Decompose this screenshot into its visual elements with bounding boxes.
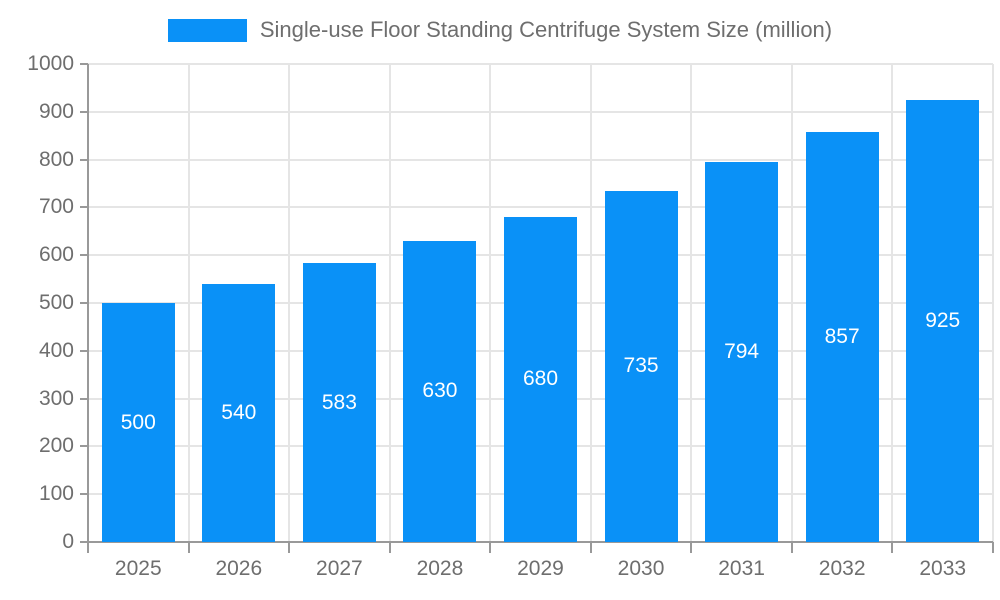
bar-2028[interactable]: 630 <box>403 240 477 542</box>
bar-2033[interactable]: 925 <box>906 99 980 542</box>
gridline-horizontal <box>88 158 993 161</box>
y-axis-line <box>87 64 89 542</box>
gridline-vertical <box>790 64 793 542</box>
y-axis-tick-label: 300 <box>38 386 74 410</box>
x-axis-tick-label: 2026 <box>215 557 263 580</box>
bar-value-label: 735 <box>623 354 659 378</box>
legend-swatch-icon <box>167 18 247 42</box>
y-axis-tick <box>80 63 88 65</box>
bar-2032[interactable]: 857 <box>805 132 879 542</box>
bar-2030[interactable]: 735 <box>604 190 678 542</box>
y-axis-tick <box>80 254 88 257</box>
bar-2029[interactable]: 680 <box>504 216 577 542</box>
legend-label: Single-use Floor Standing Centrifuge Sys… <box>259 17 833 42</box>
x-axis-tick <box>891 542 894 553</box>
bar-value-label: 925 <box>925 308 961 332</box>
x-axis-tick <box>489 542 492 553</box>
y-axis-tick-label: 900 <box>38 99 74 123</box>
bar-value-label: 583 <box>321 390 357 414</box>
x-axis-tick <box>690 542 693 553</box>
x-axis-tick-label: 2033 <box>919 557 967 580</box>
x-axis-tick <box>992 542 994 553</box>
gridline-vertical <box>690 64 693 542</box>
gridline-vertical <box>388 64 391 542</box>
gridline-vertical <box>992 64 994 542</box>
x-axis-tick <box>589 542 592 553</box>
bar-2027[interactable]: 583 <box>302 263 376 542</box>
y-axis-tick <box>80 158 88 161</box>
bar-value-label: 630 <box>422 379 458 403</box>
bar-value-label: 500 <box>120 410 156 434</box>
gridline-vertical <box>589 64 592 542</box>
bar-value-label: 680 <box>522 367 559 391</box>
x-axis-tick-label: 2025 <box>114 557 162 580</box>
gridline-vertical <box>489 64 492 542</box>
x-axis-tick-label: 2028 <box>416 557 464 580</box>
gridline-vertical <box>288 64 291 542</box>
x-axis-tick <box>87 542 89 553</box>
x-axis-tick <box>790 542 793 553</box>
y-axis-tick-label: 700 <box>38 195 74 219</box>
y-axis-tick-label: 1000 <box>27 52 74 75</box>
x-axis-line <box>80 541 993 543</box>
x-axis-tick <box>388 542 391 553</box>
bar-value-label: 857 <box>824 325 860 349</box>
y-axis-tick <box>80 397 88 400</box>
bar-value-label: 794 <box>724 340 760 364</box>
y-axis-tick-label: 500 <box>38 291 74 314</box>
x-axis-tick-label: 2030 <box>617 557 665 580</box>
legend-item[interactable]: Single-use Floor Standing Centrifuge Sys… <box>0 17 1000 43</box>
y-axis-tick <box>80 206 88 209</box>
y-axis-tick-label: 400 <box>38 338 74 362</box>
y-axis-tick <box>80 349 88 352</box>
gridline-horizontal <box>88 63 993 65</box>
x-axis-tick-label: 2032 <box>818 557 866 580</box>
x-axis-tick-label: 2029 <box>517 557 564 580</box>
x-axis-tick-label: 2027 <box>316 557 363 580</box>
bar-2025[interactable]: 500 <box>101 303 175 542</box>
gridline-horizontal <box>88 110 993 113</box>
y-axis-tick <box>80 110 88 113</box>
y-axis-tick-label: 200 <box>38 434 74 458</box>
bar-2031[interactable]: 794 <box>705 162 779 542</box>
x-axis-tick <box>187 542 190 553</box>
y-axis-tick <box>80 493 88 496</box>
y-axis-tick-label: 800 <box>38 147 74 171</box>
bar-value-label: 540 <box>221 400 257 424</box>
y-axis-tick-label: 0 <box>62 530 74 553</box>
x-axis-tick <box>288 542 291 553</box>
x-axis-tick-label: 2031 <box>718 557 765 580</box>
y-axis-tick <box>80 445 88 448</box>
gridline-vertical <box>187 64 190 542</box>
y-axis-tick-label: 600 <box>38 243 74 267</box>
gridline-horizontal <box>88 206 993 209</box>
y-axis-tick-label: 100 <box>38 482 74 506</box>
y-axis-tick <box>80 302 88 304</box>
gridline-vertical <box>891 64 894 542</box>
bar-2026[interactable]: 540 <box>202 283 276 542</box>
